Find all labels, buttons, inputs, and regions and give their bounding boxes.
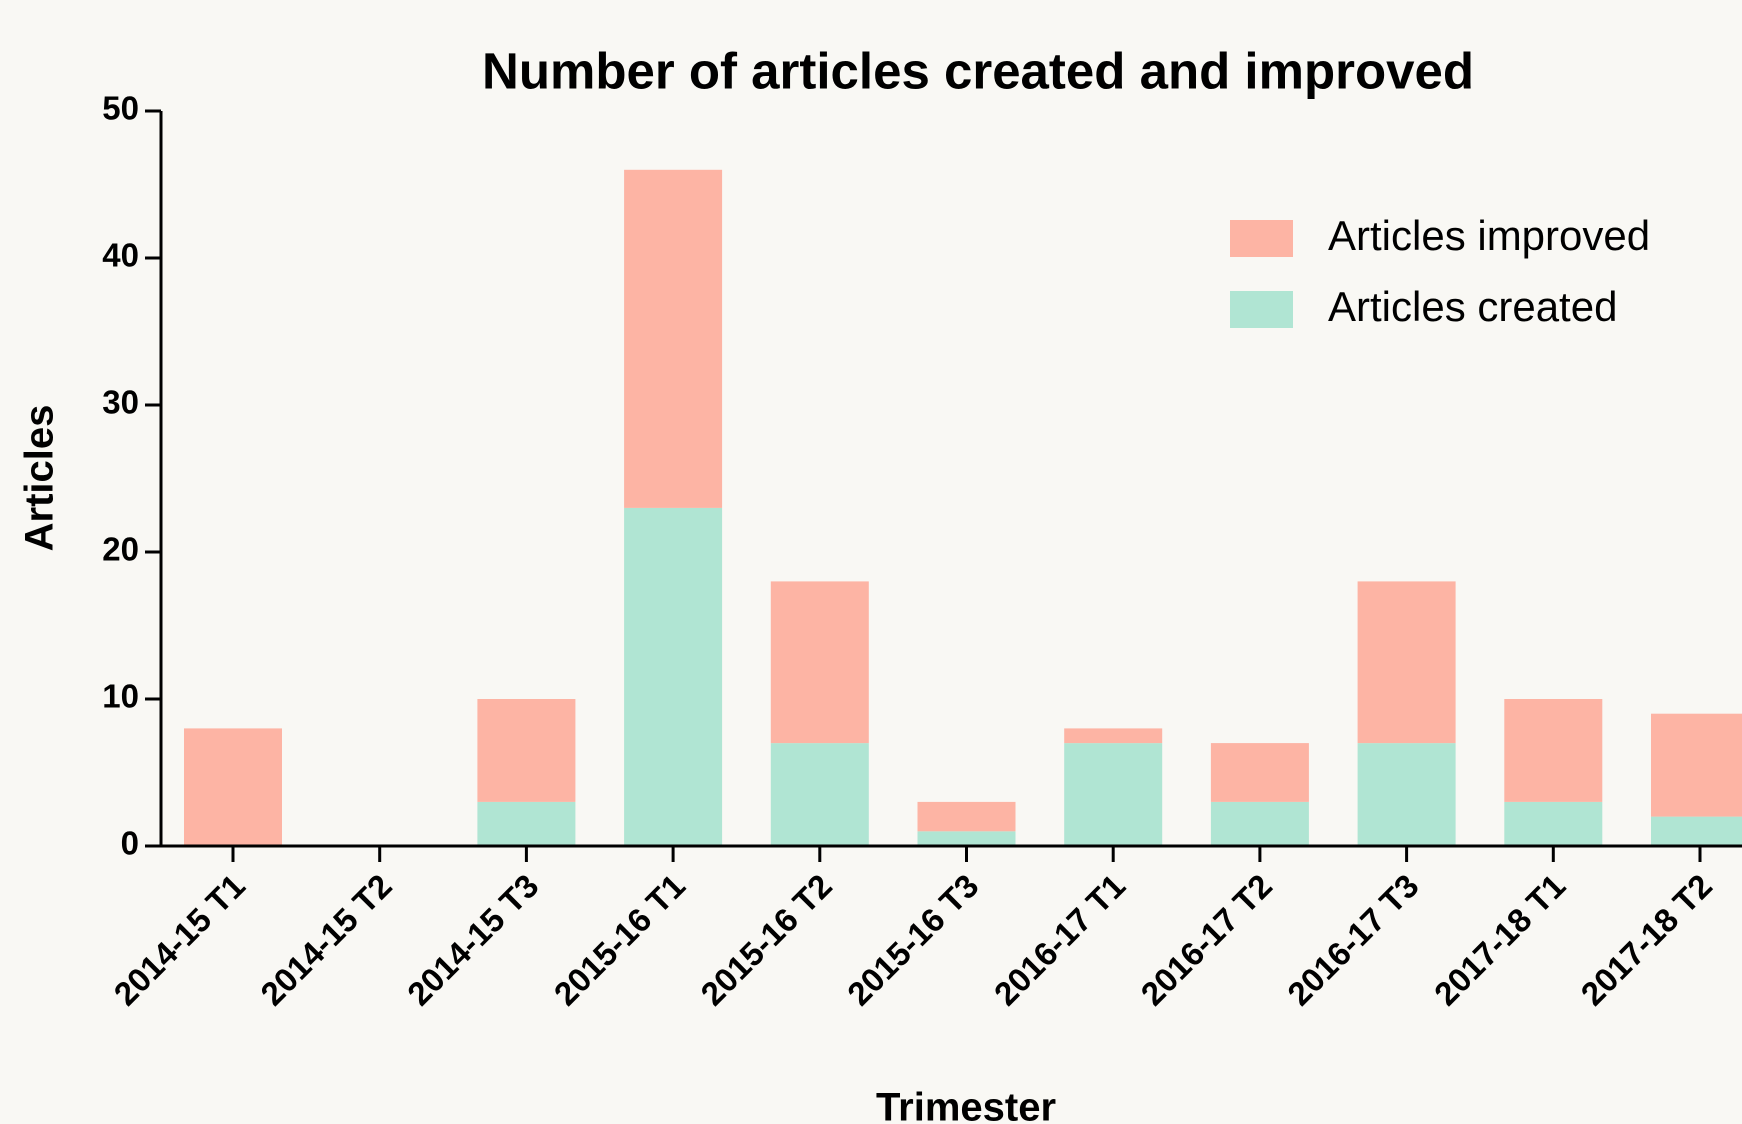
y-tick-label: 0 — [121, 825, 139, 862]
y-tick-label: 20 — [102, 531, 139, 568]
bar-segment — [1504, 699, 1603, 802]
bar-segment — [1210, 801, 1309, 846]
bar-segment — [917, 831, 1016, 846]
chart-title: Number of articles created and improved — [482, 42, 1474, 99]
bar-segment — [917, 801, 1016, 832]
x-tick-label: 2014-15 T1 — [107, 867, 253, 1013]
y-tick-label: 50 — [102, 90, 139, 127]
bar-segment — [477, 699, 576, 802]
bar-segment — [624, 169, 723, 508]
legend-swatch — [1230, 220, 1293, 257]
y-tick-label: 30 — [102, 384, 139, 421]
legend-label: Articles improved — [1328, 212, 1650, 259]
y-tick-label: 10 — [102, 678, 139, 715]
x-tick-label: 2015-16 T1 — [547, 867, 693, 1013]
bar-segment — [1651, 816, 1742, 846]
x-axis-label: Trimester — [876, 1086, 1056, 1124]
legend-swatch — [1230, 291, 1293, 328]
bar-segment — [1357, 581, 1456, 744]
x-tick-label: 2016-17 T3 — [1280, 867, 1426, 1013]
x-tick-label: 2017-18 T2 — [1574, 867, 1720, 1013]
x-tick-label: 2014-15 T2 — [253, 867, 399, 1013]
bar-segment — [770, 743, 869, 846]
legend-label: Articles created — [1328, 283, 1617, 330]
bar-segment — [1064, 728, 1163, 744]
bar-segment — [477, 801, 576, 846]
bar-segment — [624, 507, 723, 846]
bar-segment — [770, 581, 869, 744]
y-tick-label: 40 — [102, 237, 139, 274]
bar-segment — [1504, 801, 1603, 846]
x-tick-label: 2016-17 T2 — [1133, 867, 1279, 1013]
y-axis-label: Articles — [18, 405, 62, 552]
bar-segment — [184, 728, 282, 846]
bar-segment — [1210, 743, 1309, 802]
x-tick-label: 2014-15 T3 — [400, 867, 546, 1013]
bar-segment — [1064, 743, 1163, 846]
x-tick-label: 2015-16 T2 — [693, 867, 839, 1013]
bar-segment — [1357, 743, 1456, 846]
x-tick-label: 2015-16 T3 — [840, 867, 986, 1013]
x-tick-label: 2016-17 T1 — [987, 867, 1133, 1013]
x-tick-label: 2017-18 T1 — [1427, 867, 1573, 1013]
bar-segment — [1651, 713, 1742, 817]
